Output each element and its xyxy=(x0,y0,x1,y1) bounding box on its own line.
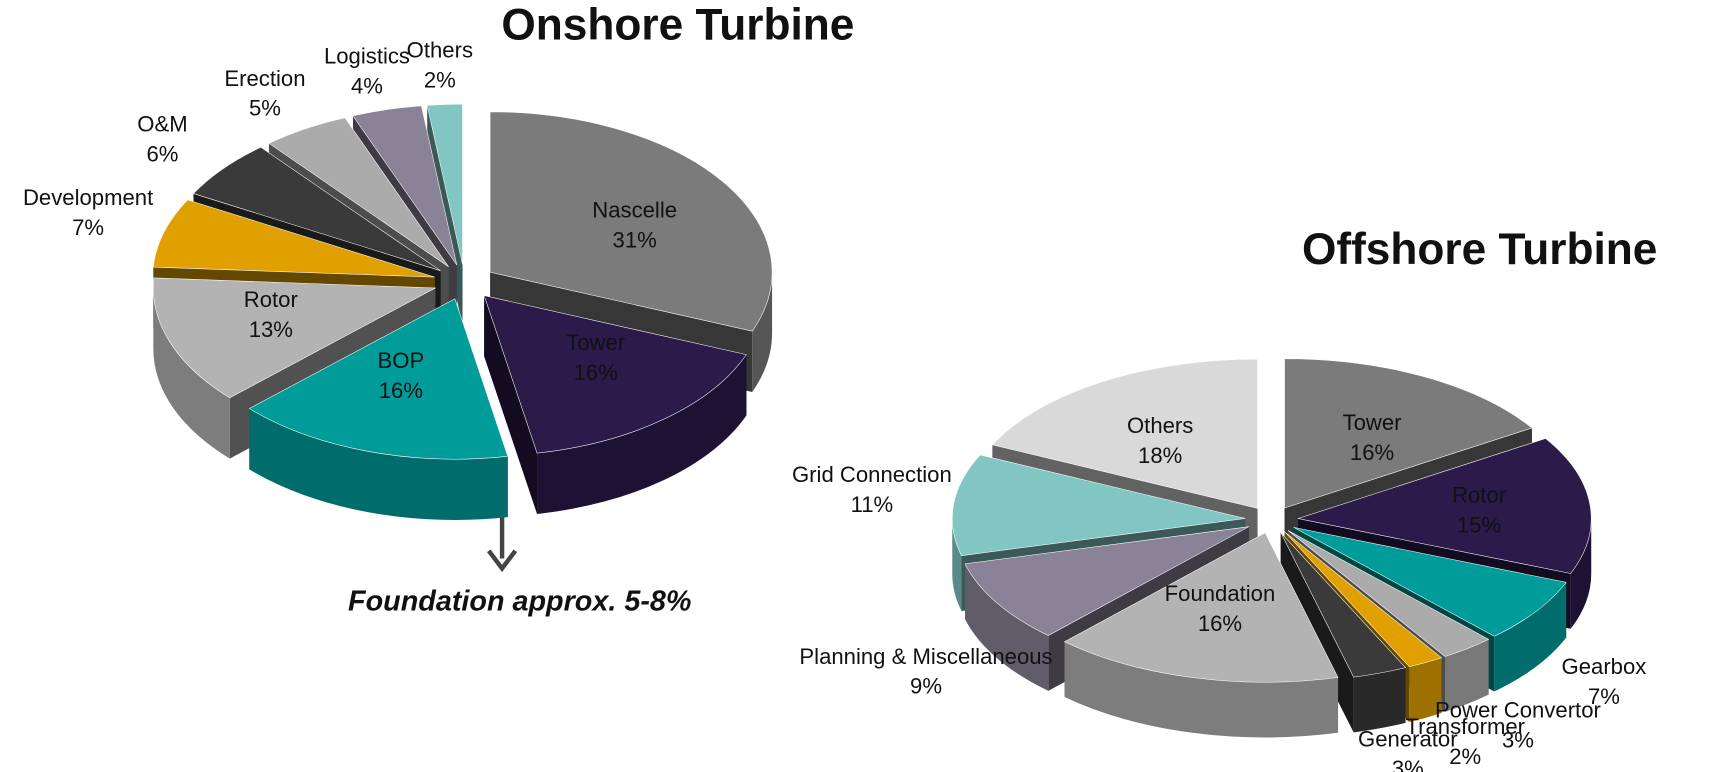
value-label: 2% xyxy=(424,67,456,92)
pie-slice xyxy=(489,111,773,332)
pie-slice xyxy=(192,146,441,272)
value-label: 16% xyxy=(1350,440,1394,465)
annotation: Foundation approx. 5-8% xyxy=(348,585,691,617)
slice-side xyxy=(1570,518,1592,629)
value-label: 13% xyxy=(249,317,293,342)
slice-label: Tower xyxy=(566,330,625,355)
value-label: 3% xyxy=(1502,727,1534,752)
value-label: 7% xyxy=(72,215,104,240)
slice-label: Planning & Miscellaneous xyxy=(799,644,1052,669)
pie-slice xyxy=(352,105,458,266)
slice-label: Transformer xyxy=(1405,714,1525,739)
annotation-arrowhead xyxy=(487,549,518,573)
value-label: 31% xyxy=(613,227,657,252)
value-label: 3% xyxy=(1392,756,1424,772)
value-label: 16% xyxy=(574,360,618,385)
chart-title: Offshore Turbine xyxy=(1302,225,1657,274)
slice-label: Power Convertor xyxy=(1435,698,1601,723)
slice-label: Others xyxy=(1127,413,1193,438)
pie-slice xyxy=(1293,527,1567,637)
value-label: 15% xyxy=(1457,512,1501,537)
slice-label: Grid Connection xyxy=(792,462,952,487)
slice-label: Tower xyxy=(1343,410,1402,435)
chart-title: Onshore Turbine xyxy=(501,0,854,49)
pie-slice xyxy=(1280,532,1407,678)
slice-side xyxy=(1445,639,1489,712)
slice-side xyxy=(153,288,230,459)
slice-label: Rotor xyxy=(1452,483,1506,508)
slice-side xyxy=(249,408,508,520)
pie-slice xyxy=(991,358,1258,509)
slice-label: BOP xyxy=(378,348,425,373)
slice-label: Foundation xyxy=(1165,581,1276,606)
slice-side xyxy=(1064,641,1339,738)
pie-slice xyxy=(483,295,747,454)
value-label: 9% xyxy=(910,674,942,699)
slice-label: O&M xyxy=(137,112,187,137)
pie-slice xyxy=(1297,438,1592,574)
value-label: 5% xyxy=(249,96,281,121)
value-label: 11% xyxy=(851,492,894,517)
pie-slice xyxy=(426,103,463,265)
pie-slice xyxy=(1284,531,1443,668)
slice-label: Logistics xyxy=(324,44,410,69)
value-label: 4% xyxy=(351,74,383,99)
slice-label: Development xyxy=(23,185,153,210)
value-label: 16% xyxy=(379,378,423,403)
slice-label: Gearbox xyxy=(1562,654,1647,679)
pie-slice xyxy=(1287,530,1490,657)
pie-slice xyxy=(268,117,449,268)
slice-side xyxy=(965,563,1049,691)
slice-label: Nascelle xyxy=(592,198,677,223)
value-label: 6% xyxy=(147,141,179,166)
slice-label: Erection xyxy=(224,66,305,91)
value-label: 16% xyxy=(1198,611,1242,636)
slice-label: Rotor xyxy=(244,287,298,312)
pie-slice xyxy=(152,199,435,278)
value-label: 2% xyxy=(1449,744,1481,769)
slice-side xyxy=(1494,582,1567,692)
pie-slice xyxy=(248,298,509,460)
pie-slice xyxy=(1284,358,1533,509)
value-label: 18% xyxy=(1138,443,1182,468)
pie-slice xyxy=(153,277,437,399)
pie-slice xyxy=(952,454,1246,556)
value-label: 7% xyxy=(1588,684,1620,709)
slice-side xyxy=(1353,667,1406,733)
slice-side xyxy=(1409,657,1442,723)
pie-slice xyxy=(1063,532,1339,683)
pie-slice xyxy=(964,526,1250,636)
slice-side xyxy=(952,518,962,611)
slice-label: Others xyxy=(407,38,473,63)
slice-wall xyxy=(484,295,538,514)
slice-label: Generator xyxy=(1358,726,1458,751)
slice-side xyxy=(537,354,747,514)
